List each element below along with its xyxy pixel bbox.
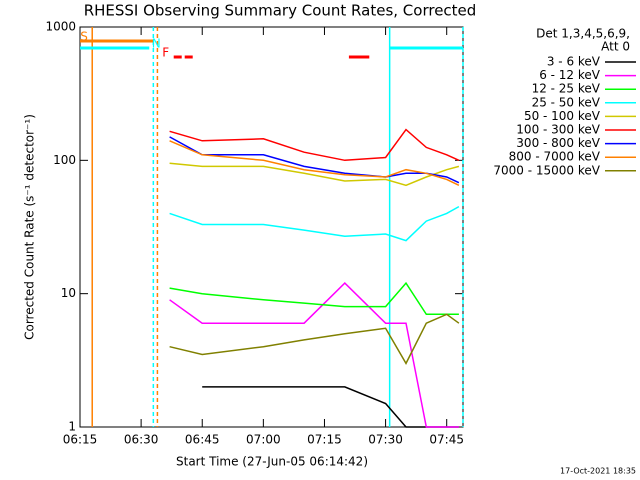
legend-label: 800 - 7000 keV xyxy=(509,150,601,164)
flag-label: S xyxy=(80,30,88,44)
y-axis-label: Corrected Count Rate (s⁻¹ detector⁻¹) xyxy=(23,114,37,340)
x-tick-label: 06:30 xyxy=(124,433,159,447)
footer: 17-Oct-2021 18:35 xyxy=(560,467,636,476)
series-line xyxy=(169,281,459,316)
series-line xyxy=(169,140,460,186)
legend-label: 50 - 100 keV xyxy=(524,109,601,123)
series-line xyxy=(169,282,459,428)
series-line xyxy=(169,313,460,365)
x-tick-label: 07:30 xyxy=(368,433,403,447)
y-tick-label: 1000 xyxy=(45,20,76,34)
flag-label: N xyxy=(152,37,161,51)
legend-label: 6 - 12 keV xyxy=(539,68,601,82)
x-tick-label: 06:45 xyxy=(185,433,220,447)
y-tick-label: 1 xyxy=(68,420,76,434)
y-tick-label: 10 xyxy=(61,286,76,300)
x-tick-label: 06:15 xyxy=(63,433,98,447)
series-line xyxy=(169,162,460,187)
x-tick-label: 07:00 xyxy=(246,433,281,447)
legend-label: 12 - 25 keV xyxy=(532,82,601,96)
x-axis-label: Start Time (27-Jun-05 06:14:42) xyxy=(176,455,368,469)
chart-title: RHESSI Observing Summary Count Rates, Co… xyxy=(84,2,477,20)
legend-label: 100 - 300 keV xyxy=(516,123,600,137)
legend-label: 300 - 800 keV xyxy=(516,136,600,150)
legend-label: 7000 - 15000 keV xyxy=(493,163,600,177)
legend-label: 25 - 50 keV xyxy=(532,95,601,109)
legend-label: 3 - 6 keV xyxy=(547,55,601,69)
y-tick-label: 100 xyxy=(53,153,76,167)
x-tick-label: 07:15 xyxy=(307,433,342,447)
flag-label: F xyxy=(162,46,169,60)
series-line xyxy=(169,128,460,162)
legend-title: Det 1,3,4,5,6,9, xyxy=(536,27,630,41)
x-tick-label: 07:45 xyxy=(429,433,464,447)
series-line xyxy=(169,205,460,242)
legend-title: Att 0 xyxy=(601,40,630,54)
